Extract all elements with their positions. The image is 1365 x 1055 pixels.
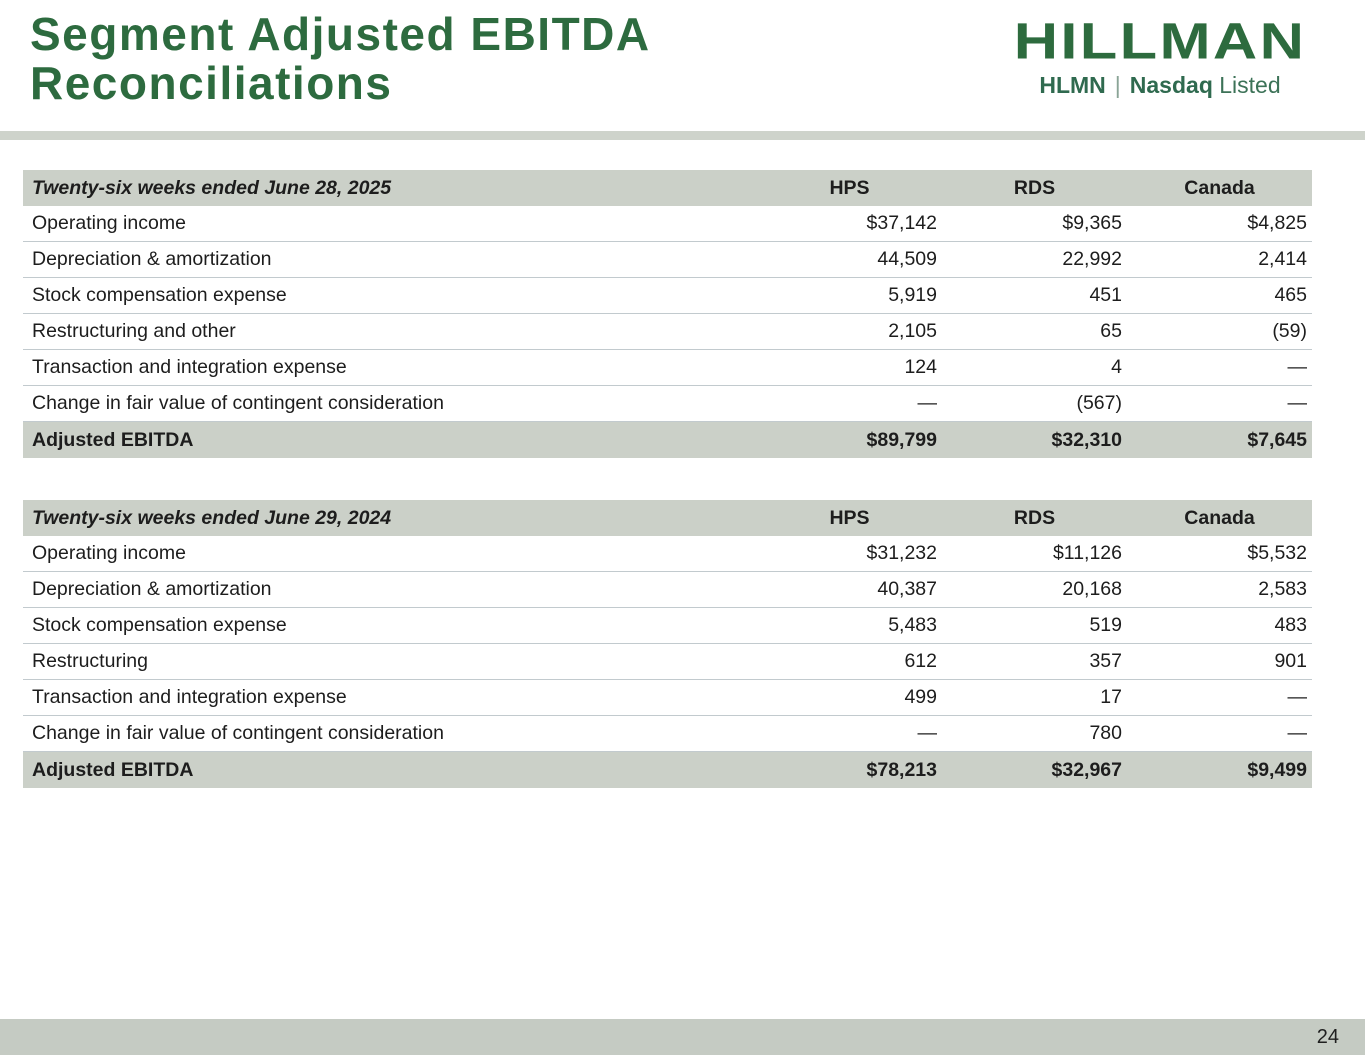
row-value-rds: 4 <box>1111 356 1122 378</box>
col-header-rds: RDS <box>1013 506 1056 529</box>
table-2025-header-row: Twenty-six weeks ended June 28, 2025 HPS… <box>23 170 1312 206</box>
row-value-canada: 901 <box>1274 650 1307 672</box>
table-row: Restructuring and other 2,105 65 (59) <box>23 314 1312 350</box>
table-2024: Twenty-six weeks ended June 29, 2024 HPS… <box>23 500 1312 788</box>
row-value-canada: — <box>1287 722 1308 744</box>
table-total-row: Adjusted EBITDA $78,213 $32,967 $9,499 <box>23 752 1312 788</box>
row-value-rds: 451 <box>1089 284 1122 306</box>
table-row: Stock compensation expense 5,483 519 483 <box>23 608 1312 644</box>
table-row: Operating income $37,142 $9,365 $4,825 <box>23 206 1312 242</box>
row-value-rds: 20,168 <box>1062 578 1122 600</box>
row-value-rds: (567) <box>1076 392 1122 414</box>
row-value-hps: 40,387 <box>877 578 937 600</box>
row-value-hps: 44,509 <box>877 248 937 270</box>
col-header-hps: HPS <box>829 176 870 199</box>
table-2025: Twenty-six weeks ended June 28, 2025 HPS… <box>23 170 1312 458</box>
listed-label: Listed <box>1219 72 1281 98</box>
total-value-hps: $89,799 <box>866 428 938 451</box>
row-value-hps: 5,919 <box>888 284 937 306</box>
row-value-canada: (59) <box>1272 320 1307 342</box>
row-label: Depreciation & amortization <box>32 578 272 600</box>
row-label: Restructuring <box>32 650 148 672</box>
table-row: Depreciation & amortization 44,509 22,99… <box>23 242 1312 278</box>
row-label: Restructuring and other <box>32 320 236 342</box>
nasdaq-listing-line: HLMN | Nasdaq Listed <box>983 72 1337 98</box>
total-label: Adjusted EBITDA <box>32 428 194 451</box>
table-row: Transaction and integration expense 499 … <box>23 680 1312 716</box>
table-row: Restructuring 612 357 901 <box>23 644 1312 680</box>
row-value-rds: $11,126 <box>1052 542 1122 564</box>
row-value-canada: $4,825 <box>1247 212 1307 234</box>
row-value-rds: 357 <box>1089 650 1122 672</box>
ticker-symbol: HLMN <box>1039 72 1106 98</box>
table-row: Transaction and integration expense 124 … <box>23 350 1312 386</box>
row-value-canada: 2,583 <box>1258 578 1307 600</box>
row-label: Stock compensation expense <box>32 614 287 636</box>
total-value-rds: $32,967 <box>1051 758 1123 781</box>
row-value-rds: 780 <box>1089 722 1122 744</box>
row-value-canada: 483 <box>1274 614 1307 636</box>
row-label: Change in fair value of contingent consi… <box>32 392 444 414</box>
row-value-rds: $9,365 <box>1062 212 1122 234</box>
table-row: Change in fair value of contingent consi… <box>23 716 1312 752</box>
row-value-canada: $5,532 <box>1247 542 1307 564</box>
row-value-rds: 519 <box>1089 614 1122 636</box>
row-value-hps: 499 <box>904 686 937 708</box>
col-header-canada: Canada <box>1184 506 1255 529</box>
total-value-rds: $32,310 <box>1051 428 1123 451</box>
period-label: Twenty-six weeks ended June 29, 2024 <box>32 506 392 529</box>
total-value-canada: $7,645 <box>1247 428 1307 451</box>
table-row: Stock compensation expense 5,919 451 465 <box>23 278 1312 314</box>
row-label: Operating income <box>32 212 186 234</box>
row-value-canada: 2,414 <box>1258 248 1307 270</box>
row-value-hps: $37,142 <box>866 212 938 234</box>
row-value-hps: — <box>917 392 938 414</box>
table-row: Depreciation & amortization 40,387 20,16… <box>23 572 1312 608</box>
hillman-logo: HILLMAN HLMN | Nasdaq Listed <box>983 16 1337 98</box>
row-value-hps: 612 <box>904 650 937 672</box>
page-number: 24 <box>1316 1025 1339 1048</box>
row-label: Transaction and integration expense <box>32 356 347 378</box>
row-value-hps: 2,105 <box>888 320 937 342</box>
total-label: Adjusted EBITDA <box>32 758 194 781</box>
pipe-separator: | <box>1114 72 1121 98</box>
col-header-canada: Canada <box>1184 176 1255 199</box>
row-value-hps: $31,232 <box>866 542 938 564</box>
total-value-hps: $78,213 <box>866 758 938 781</box>
hillman-wordmark: HILLMAN <box>1013 13 1307 71</box>
row-value-rds: 22,992 <box>1062 248 1122 270</box>
row-value-hps: 5,483 <box>888 614 937 636</box>
row-label: Operating income <box>32 542 186 564</box>
total-value-canada: $9,499 <box>1247 758 1307 781</box>
table-row: Operating income $31,232 $11,126 $5,532 <box>23 536 1312 572</box>
header-divider-bar <box>0 131 1365 140</box>
nasdaq-label: Nasdaq <box>1129 72 1213 98</box>
row-label: Change in fair value of contingent consi… <box>32 722 444 744</box>
row-value-canada: — <box>1287 686 1308 708</box>
page-title: Segment Adjusted EBITDA Reconciliations <box>30 8 649 109</box>
period-label: Twenty-six weeks ended June 28, 2025 <box>32 176 392 199</box>
row-label: Transaction and integration expense <box>32 686 347 708</box>
table-total-row: Adjusted EBITDA $89,799 $32,310 $7,645 <box>23 422 1312 458</box>
table-2024-header-row: Twenty-six weeks ended June 29, 2024 HPS… <box>23 500 1312 536</box>
row-value-canada: — <box>1287 356 1308 378</box>
row-value-hps: 124 <box>904 356 937 378</box>
footer-bar: 24 <box>0 1019 1365 1055</box>
col-header-rds: RDS <box>1013 176 1056 199</box>
row-value-rds: 65 <box>1100 320 1122 342</box>
table-row: Change in fair value of contingent consi… <box>23 386 1312 422</box>
row-value-hps: — <box>917 722 938 744</box>
row-value-canada: 465 <box>1274 284 1307 306</box>
col-header-hps: HPS <box>829 506 870 529</box>
row-value-canada: — <box>1287 392 1308 414</box>
row-label: Stock compensation expense <box>32 284 287 306</box>
row-value-rds: 17 <box>1100 686 1122 708</box>
row-label: Depreciation & amortization <box>32 248 272 270</box>
